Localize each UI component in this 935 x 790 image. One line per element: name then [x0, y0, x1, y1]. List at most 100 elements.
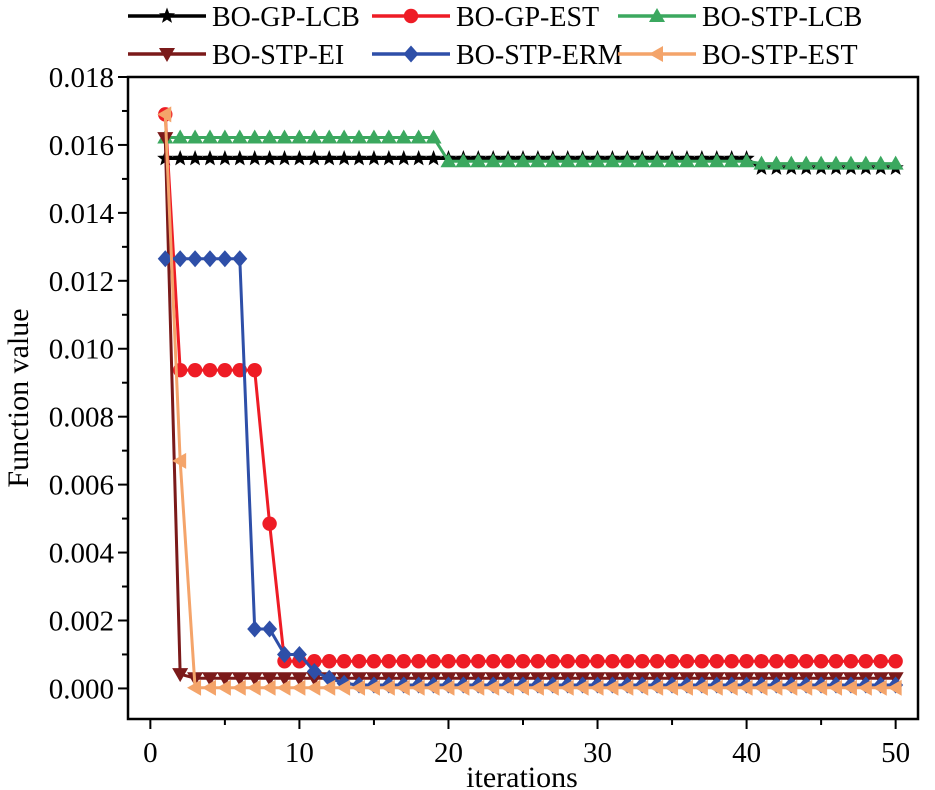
data-point — [574, 153, 591, 168]
data-point — [842, 679, 857, 696]
data-point — [231, 672, 248, 687]
data-point — [262, 620, 278, 638]
data-point — [172, 668, 189, 683]
legend-item: BO-GP-LCB — [128, 2, 360, 33]
data-point — [336, 150, 353, 166]
data-point — [679, 654, 695, 669]
data-point — [828, 654, 844, 669]
data-point — [753, 679, 768, 696]
data-point — [857, 679, 872, 696]
data-point — [813, 155, 830, 170]
data-point — [754, 654, 769, 669]
data-point — [261, 129, 278, 144]
data-point — [321, 679, 336, 696]
data-point — [351, 654, 367, 669]
legend-marker — [159, 48, 175, 62]
data-point — [753, 155, 770, 170]
data-point — [634, 679, 649, 696]
legend-label: BO-STP-LCB — [702, 2, 862, 33]
data-point — [262, 516, 277, 531]
y-tick-label: 0.016 — [49, 130, 114, 162]
data-point — [380, 150, 397, 166]
data-point — [634, 153, 651, 168]
data-point — [350, 150, 368, 166]
series-line — [163, 114, 896, 663]
y-tick-label: 0.010 — [49, 334, 114, 366]
data-point — [544, 153, 561, 168]
series-line — [165, 257, 896, 687]
data-point — [277, 645, 293, 663]
data-point — [441, 654, 456, 669]
y-tick-label: 0.000 — [49, 673, 114, 705]
data-point — [351, 129, 368, 144]
data-point — [380, 129, 397, 144]
data-point — [217, 250, 233, 268]
x-tick-label: 30 — [583, 737, 612, 769]
data-point — [186, 150, 204, 166]
data-point — [336, 129, 353, 144]
data-point — [708, 153, 725, 168]
data-point — [813, 654, 829, 669]
data-point — [515, 654, 531, 669]
data-point — [798, 679, 813, 696]
data-point — [201, 679, 216, 696]
data-point — [291, 679, 306, 696]
data-point — [336, 679, 351, 696]
data-point — [784, 654, 799, 669]
data-point — [246, 679, 261, 696]
data-point — [336, 654, 352, 669]
x-tick-label: 50 — [881, 737, 910, 769]
series-line — [163, 138, 896, 680]
legend-item: BO-STP-LCB — [618, 2, 862, 33]
y-tick-label: 0.006 — [49, 470, 114, 502]
data-point — [768, 679, 783, 696]
data-point — [440, 679, 455, 696]
data-point — [471, 654, 486, 669]
data-point — [216, 672, 233, 687]
data-point — [410, 150, 427, 166]
data-point — [769, 654, 784, 669]
data-point — [872, 679, 887, 696]
data-point — [276, 672, 293, 687]
data-point — [247, 362, 262, 378]
y-tick-label: 0.002 — [49, 605, 114, 637]
data-point — [276, 679, 291, 696]
data-point — [887, 679, 902, 696]
data-point — [217, 362, 233, 378]
series-bo-gp-est — [158, 107, 903, 669]
data-point — [470, 153, 487, 168]
data-point — [381, 654, 397, 669]
legend-label: BO-STP-EST — [702, 40, 858, 71]
legend-marker — [403, 8, 419, 24]
data-point — [216, 129, 233, 144]
data-point — [589, 153, 606, 168]
data-point — [261, 672, 278, 687]
data-point — [425, 129, 442, 144]
x-tick-label: 10 — [285, 737, 314, 769]
data-point — [649, 153, 666, 168]
legend-label: BO-GP-LCB — [212, 2, 360, 33]
data-point — [202, 362, 218, 378]
series-bo-stp-lcb — [157, 129, 904, 170]
data-point — [664, 654, 680, 669]
data-point — [455, 679, 470, 696]
data-point — [261, 679, 276, 696]
data-point — [395, 129, 412, 144]
data-point — [664, 679, 679, 696]
data-point — [321, 129, 338, 144]
data-point — [425, 150, 442, 166]
data-point — [738, 153, 755, 168]
legend-marker — [649, 46, 663, 62]
data-point — [425, 679, 440, 696]
data-point — [635, 654, 650, 669]
data-point — [321, 150, 338, 166]
data-point — [843, 654, 859, 669]
data-point — [231, 129, 248, 144]
legend-item: BO-STP-EI — [128, 40, 344, 71]
data-point — [693, 679, 708, 696]
data-point — [544, 679, 559, 696]
data-point — [709, 654, 724, 669]
data-point — [232, 250, 248, 268]
data-point — [426, 654, 441, 669]
data-point — [515, 153, 531, 168]
